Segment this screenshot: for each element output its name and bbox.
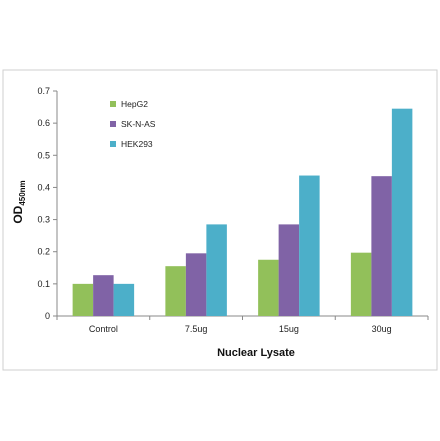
y-axis-title: OD450nm [11, 180, 27, 223]
y-tick-label: 0.2 [37, 247, 50, 257]
legend-label: HepG2 [121, 99, 148, 109]
bar [391, 108, 413, 316]
y-tick-label: 0.5 [37, 150, 50, 160]
y-tick-label: 0.4 [37, 182, 50, 192]
y-tick-label: 0.6 [37, 118, 50, 128]
legend: HepG2 SK-N-AS HEK293 [110, 99, 156, 149]
legend-swatch [110, 121, 116, 127]
legend-swatch [110, 101, 116, 107]
bar [299, 175, 320, 316]
y-axis-title-sub: 450nm [18, 180, 27, 205]
x-tick-label: Control [89, 324, 118, 334]
bar [258, 259, 279, 316]
y-tick-label: 0.7 [37, 86, 50, 96]
x-tick-label: 7.5ug [185, 324, 208, 334]
bar [113, 283, 135, 316]
bars [72, 108, 413, 316]
bar [350, 252, 372, 316]
y-tick-label: 0 [45, 311, 50, 321]
legend-label: SK-N-AS [121, 119, 156, 129]
x-tick-label: 15ug [279, 324, 299, 334]
y-tick-label: 0.1 [37, 279, 50, 289]
bar [185, 253, 207, 316]
bar [278, 224, 300, 316]
bar [165, 266, 186, 316]
bar [206, 224, 227, 316]
bar [93, 275, 114, 316]
y-tick-label: 0.3 [37, 215, 50, 225]
x-tick-label: 30ug [372, 324, 392, 334]
bar [371, 176, 392, 316]
legend-label: HEK293 [121, 139, 153, 149]
legend-swatch [110, 141, 116, 147]
y-axis-title-main: OD [11, 205, 25, 223]
bar [72, 283, 94, 316]
chart-border [2, 69, 438, 371]
x-axis-title: Nuclear Lysate [217, 347, 295, 359]
